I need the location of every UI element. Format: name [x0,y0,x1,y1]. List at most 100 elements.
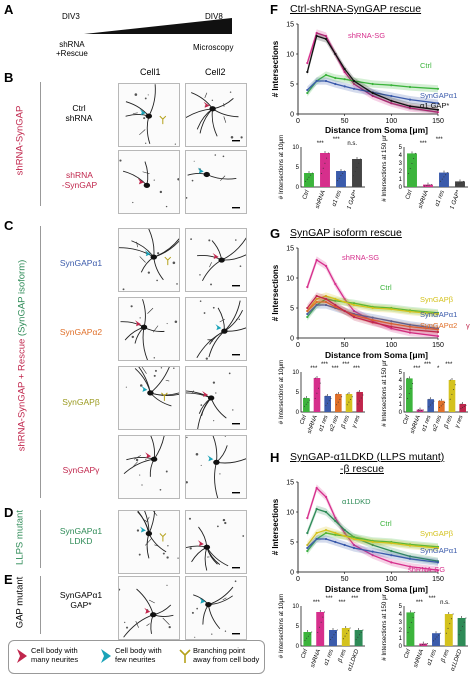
debris-dot [134,93,138,96]
data-dot [429,184,431,186]
series-point [390,320,393,323]
neurite [125,114,149,117]
series-point [324,495,328,499]
neurite-branch [153,511,158,516]
debris-dot [153,179,155,181]
neurite [224,300,241,332]
category-label: γ res [454,415,464,429]
data-dot [449,623,451,625]
neurite [204,547,208,571]
neurite [146,115,151,144]
series-point [436,102,440,105]
data-dot [305,180,307,182]
category-label: α1 res [332,190,343,208]
series-point [408,328,412,331]
x-tick-label: 50 [341,576,349,583]
debris-dot [132,201,134,204]
series-point [343,528,346,532]
significance-label: *** [445,362,453,368]
series-point [371,554,374,557]
data-dot [465,404,467,406]
debris-dot [166,556,169,559]
series-point [315,486,318,490]
debris-dot [139,384,143,387]
series-point [408,555,412,558]
panel-letter-c: C [4,218,14,233]
cell-body [205,601,212,608]
y-tick-label: 4 [399,378,403,384]
debris-dot [188,517,191,520]
neuron-image [186,91,243,142]
series-point [390,94,393,98]
series-point [334,282,337,286]
debris-dot [172,261,176,265]
series-label: α1LDKD [342,497,371,506]
series-point [352,543,356,547]
neurite [208,330,225,358]
y-tick-label: 5 [290,82,294,89]
neurite [123,614,154,638]
series-point [306,546,309,550]
bar [354,630,363,646]
panel-letter-a: A [4,2,14,17]
debris-dot [239,265,242,267]
legend-item1-line2: many neurites [31,655,79,664]
debris-dot [214,154,217,156]
cell-body [221,328,228,334]
bar [432,633,440,646]
bar [324,396,331,412]
data-dot [360,397,362,399]
data-dot [356,166,358,168]
microscopy-label: Microscopy [193,43,234,52]
data-dot [317,631,319,633]
cell-body [203,171,210,178]
y-tick-label: 0 [399,644,403,650]
panel-g-xlabel: Distance from Soma [μm] [325,350,428,360]
series-point [343,78,346,81]
series-point [343,300,346,304]
debris-dot [222,155,225,158]
x-tick-label: 150 [432,576,444,583]
cell-body [203,544,211,550]
neuron-image [120,299,178,360]
debris-dot [125,386,127,388]
group-d-bracket [40,510,41,568]
debris-dot [157,252,160,255]
series-point [390,322,393,325]
data-dot [465,617,467,619]
series-point [390,325,393,328]
significance-label: *** [416,600,424,606]
scale-bar [232,140,240,142]
series-point [408,325,412,328]
debris-dot [168,625,171,629]
debris-dot [211,99,214,102]
bar-y-axis-label: # Intersections at 10μm [278,135,285,199]
y-tick-label: 5 [296,165,300,171]
neurite [126,456,155,461]
neuron-micrograph [118,297,180,361]
scale-bar [232,633,240,635]
y-tick-label: 5 [290,540,294,547]
category-label: α1 res [427,649,438,667]
neuron-micrograph [118,435,180,499]
neurite [186,392,212,399]
data-dot [427,184,429,186]
debris-dot [135,458,139,462]
series-point [306,543,309,547]
significance-label: *** [317,141,325,147]
debris-dot [145,142,147,144]
y-tick-label: 15 [286,22,294,29]
panel-g-bar-150um: 0 1 2 3 4 5 # Intersections at 150 μm CtrlshRNA… [381,360,468,434]
category-label: Ctrl [405,189,414,200]
series-point [408,544,412,547]
data-dot [419,410,421,412]
series-point [436,328,440,331]
data-dot [407,632,409,634]
data-dot [304,405,306,407]
category-label: α1 GAP* [448,189,462,209]
debris-dot [154,369,157,372]
data-dot [446,172,448,174]
data-dot [430,184,432,186]
series-point [324,537,328,541]
data-dot [412,382,414,384]
